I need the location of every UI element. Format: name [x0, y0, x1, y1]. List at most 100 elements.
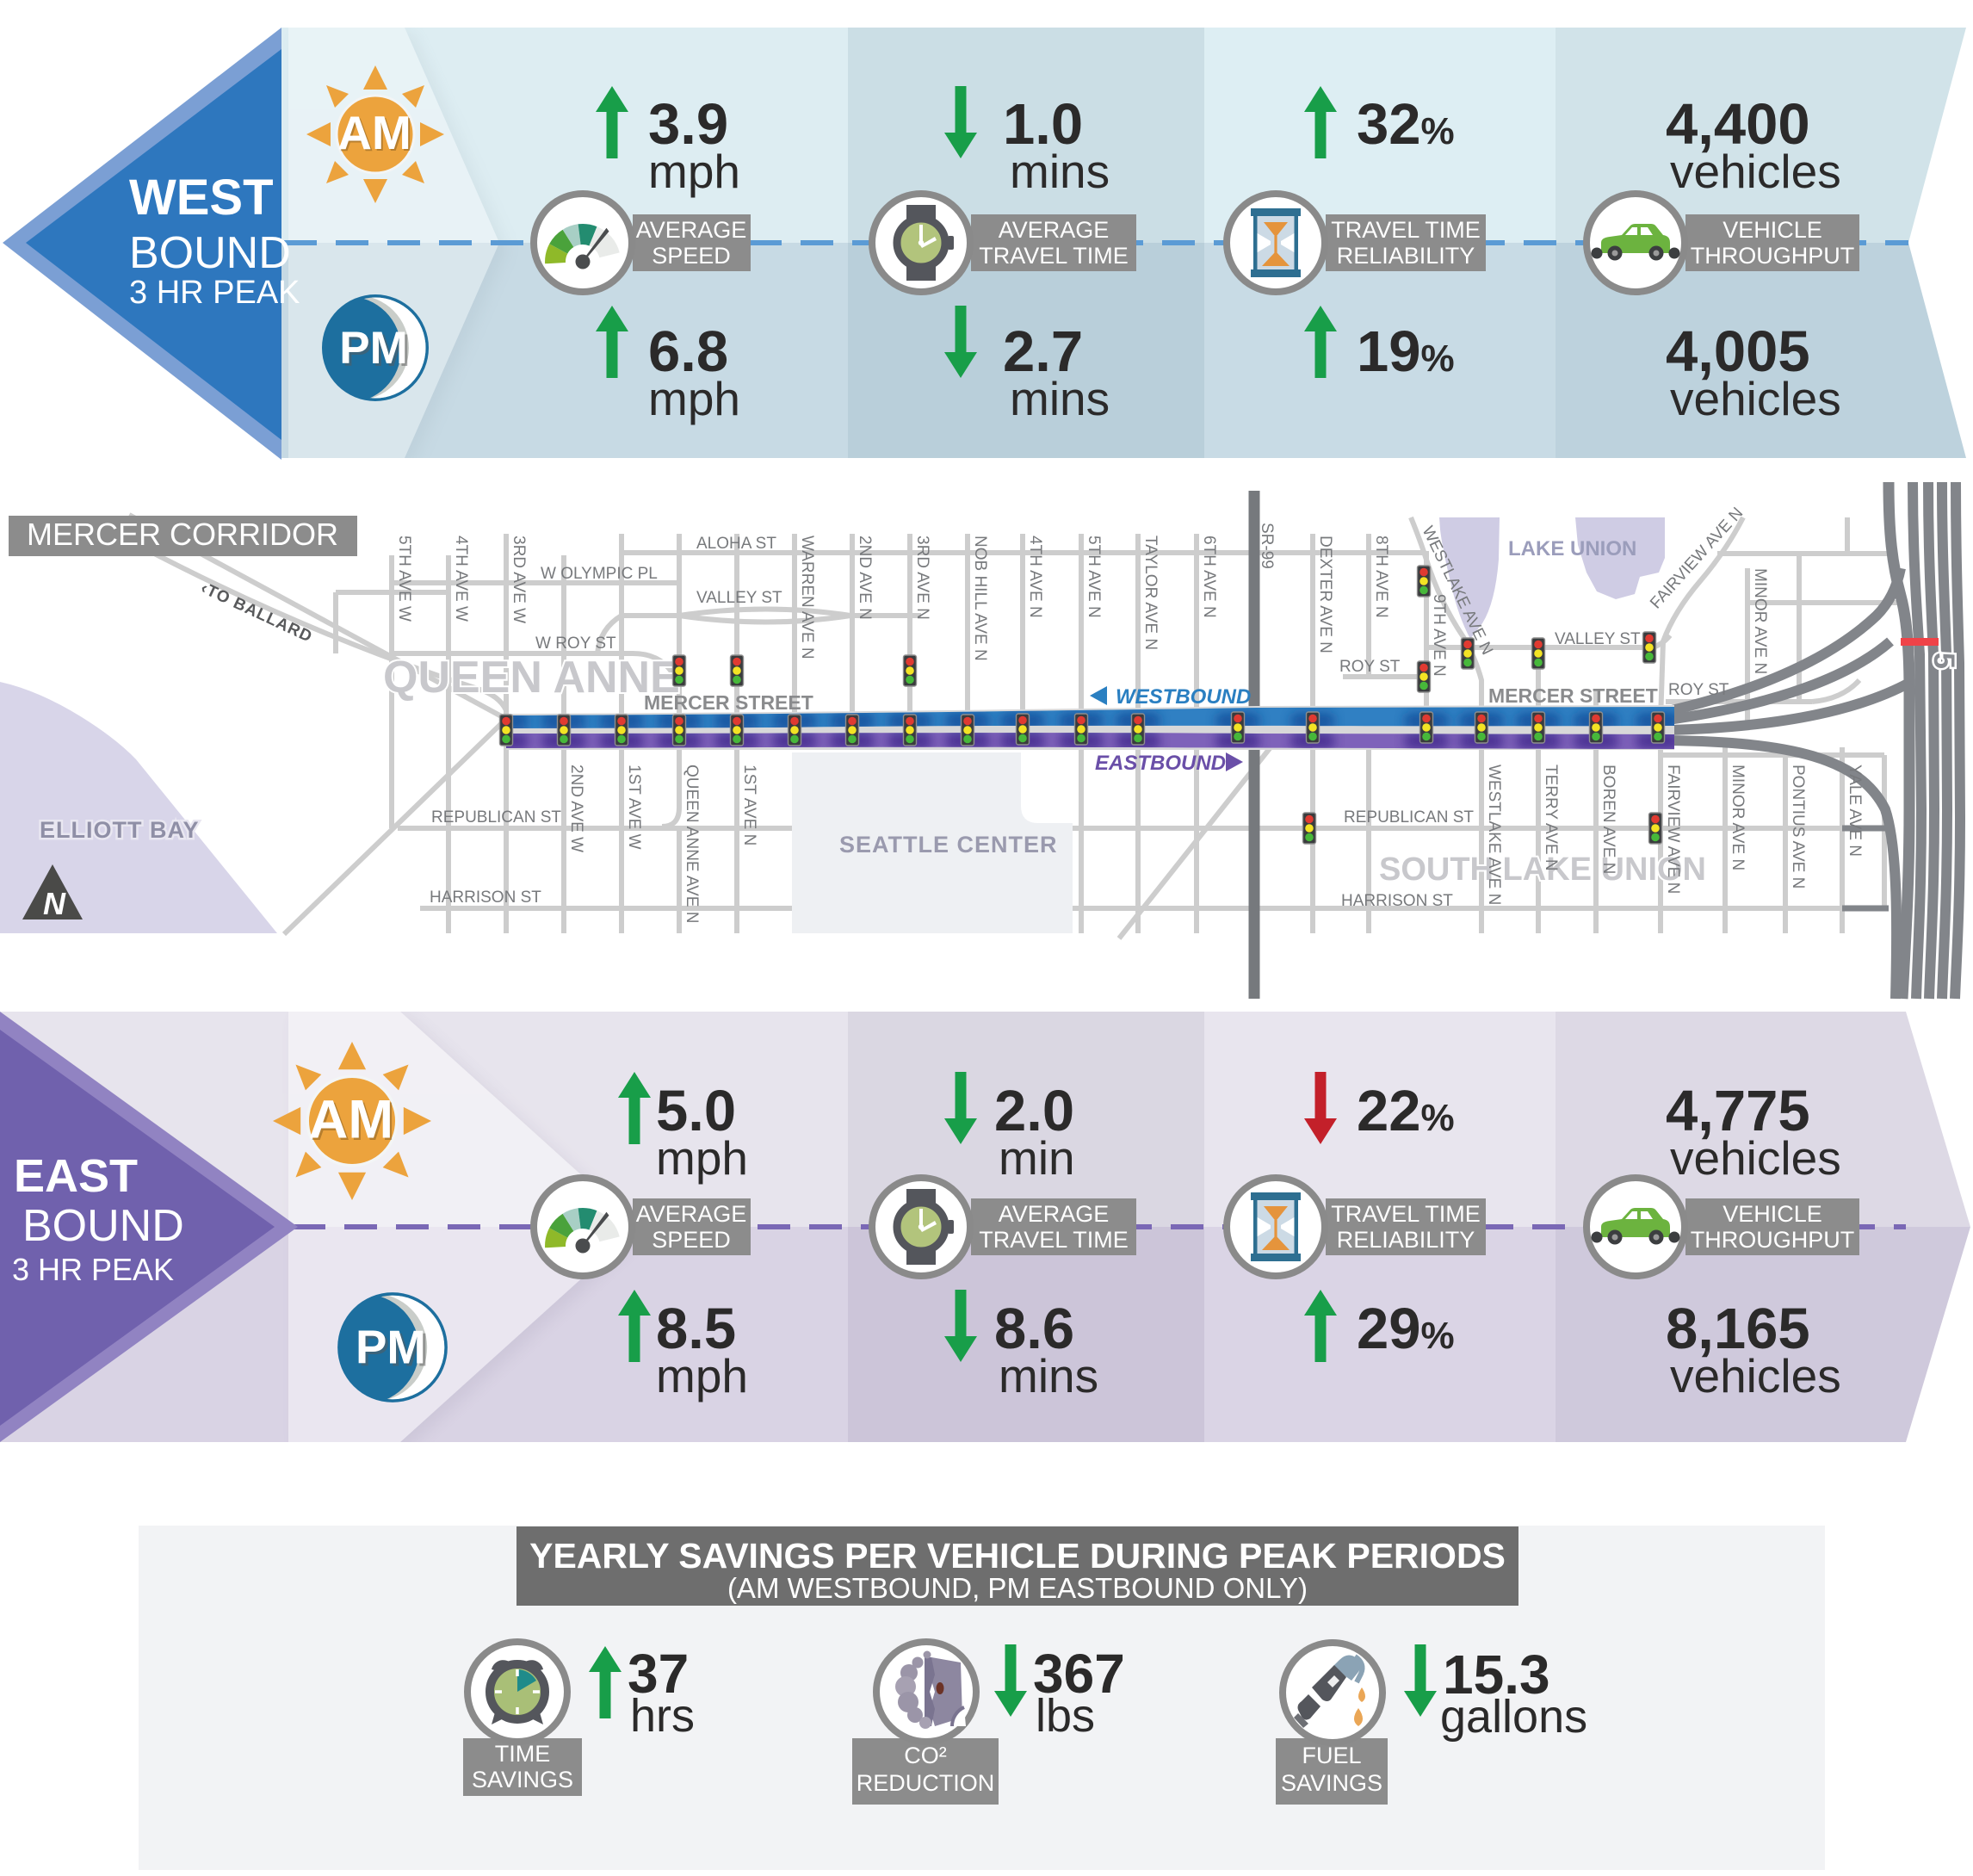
svg-text:ALOHA ST: ALOHA ST: [696, 535, 776, 553]
svg-text:8.6: 8.6: [994, 1297, 1074, 1361]
svg-text:3RD AVE W: 3RD AVE W: [510, 536, 528, 623]
svg-text:SAVINGS: SAVINGS: [472, 1767, 573, 1792]
svg-text:TRAVEL TIME: TRAVEL TIME: [1331, 1201, 1481, 1227]
svg-text:REDUCTION: REDUCTION: [857, 1770, 995, 1796]
svg-text:TRAVEL TIME: TRAVEL TIME: [979, 243, 1129, 269]
svg-text:6TH AVE N: 6TH AVE N: [1200, 536, 1218, 618]
svg-text:W ROY ST: W ROY ST: [535, 635, 616, 653]
svg-text:DEXTER AVE N: DEXTER AVE N: [1316, 536, 1334, 653]
svg-text:VALLEY ST: VALLEY ST: [696, 589, 782, 607]
svg-text:15.3: 15.3: [1443, 1644, 1550, 1706]
svg-text:vehicles: vehicles: [1670, 372, 1841, 425]
svg-text:MINOR AVE N: MINOR AVE N: [1751, 568, 1769, 674]
svg-text:VEHICLE: VEHICLE: [1723, 217, 1822, 243]
svg-text:8TH AVE N: 8TH AVE N: [1372, 536, 1390, 618]
svg-text:W OLYMPIC PL: W OLYMPIC PL: [541, 565, 658, 583]
svg-text:4TH AVE N: 4TH AVE N: [1026, 536, 1044, 618]
svg-text:RELIABILITY: RELIABILITY: [1337, 1227, 1475, 1253]
svg-text:vehicles: vehicles: [1670, 145, 1841, 198]
svg-text:YALE AVE N: YALE AVE N: [1846, 765, 1864, 857]
svg-text:TRAVEL TIME: TRAVEL TIME: [979, 1227, 1129, 1253]
svg-text:4,775: 4,775: [1666, 1079, 1810, 1143]
svg-text:WARREN AVE N: WARREN AVE N: [798, 536, 816, 659]
svg-text:EAST: EAST: [14, 1150, 138, 1202]
svg-text:TRAVEL TIME: TRAVEL TIME: [1331, 217, 1481, 243]
svg-text:N: N: [43, 886, 66, 921]
svg-text:YEARLY SAVINGS PER VEHICLE DUR: YEARLY SAVINGS PER VEHICLE DURING PEAK P…: [529, 1536, 1506, 1576]
svg-text:WESTLAKE AVE N: WESTLAKE AVE N: [1485, 765, 1503, 905]
svg-text:FUEL: FUEL: [1302, 1743, 1361, 1768]
svg-text:AVERAGE: AVERAGE: [636, 1201, 747, 1227]
svg-text:SAVINGS: SAVINGS: [1281, 1770, 1382, 1796]
svg-text:5.0: 5.0: [656, 1079, 736, 1143]
svg-text:LAKE UNION: LAKE UNION: [1508, 537, 1636, 560]
svg-text:ROY ST: ROY ST: [1339, 658, 1401, 676]
svg-text:37: 37: [628, 1643, 689, 1705]
svg-text:REPUBLICAN ST: REPUBLICAN ST: [1344, 808, 1474, 827]
svg-text:8.5: 8.5: [656, 1297, 736, 1361]
svg-text:1ST AVE W: 1ST AVE W: [625, 765, 643, 850]
svg-text:HARRISON ST: HARRISON ST: [1341, 892, 1453, 910]
svg-text:THROUGHPUT: THROUGHPUT: [1691, 1227, 1855, 1253]
svg-text:1ST AVE N: 1ST AVE N: [740, 765, 758, 845]
svg-text:4TH AVE W: 4TH AVE W: [452, 536, 470, 622]
svg-text:VEHICLE: VEHICLE: [1723, 1201, 1822, 1227]
svg-text:SOUTH LAKE UNION: SOUTH LAKE UNION: [1379, 851, 1706, 888]
svg-text:BOUND: BOUND: [22, 1201, 184, 1251]
svg-text:SR-99: SR-99: [1258, 523, 1276, 569]
svg-text:2.0: 2.0: [994, 1079, 1074, 1143]
svg-text:CO²: CO²: [904, 1743, 947, 1768]
svg-text:MERCER CORRIDOR: MERCER CORRIDOR: [27, 517, 338, 552]
svg-text:AVERAGE: AVERAGE: [999, 217, 1110, 243]
svg-text:2ND AVE W: 2ND AVE W: [567, 765, 585, 852]
svg-text:WEST: WEST: [129, 170, 274, 226]
svg-text:min: min: [999, 1131, 1075, 1185]
svg-text:PONTIUS AVE N: PONTIUS AVE N: [1789, 765, 1807, 888]
svg-text:FAIRVIEW AVE N: FAIRVIEW AVE N: [1664, 765, 1682, 894]
svg-text:hrs: hrs: [630, 1690, 695, 1742]
svg-text:TIME: TIME: [495, 1741, 551, 1767]
svg-text:EASTBOUND: EASTBOUND: [1095, 752, 1226, 775]
svg-text:3.9: 3.9: [648, 92, 728, 157]
svg-text:6.8: 6.8: [648, 319, 728, 384]
svg-text:mins: mins: [1010, 145, 1110, 198]
svg-text:WESTBOUND: WESTBOUND: [1116, 685, 1251, 709]
svg-text:5TH AVE W: 5TH AVE W: [395, 536, 413, 622]
svg-text:RELIABILITY: RELIABILITY: [1337, 243, 1475, 269]
svg-text:ELLIOTT BAY: ELLIOTT BAY: [40, 817, 200, 843]
svg-text:4,400: 4,400: [1666, 92, 1810, 157]
svg-text:HARRISON ST: HARRISON ST: [430, 888, 541, 907]
svg-text:3RD AVE N: 3RD AVE N: [913, 536, 931, 620]
svg-text:mph: mph: [656, 1349, 748, 1402]
svg-text:SEATTLE CENTER: SEATTLE CENTER: [839, 832, 1058, 858]
svg-text:QUEEN ANNE: QUEEN ANNE: [383, 653, 680, 703]
svg-text:mph: mph: [648, 372, 740, 425]
svg-text:SPEED: SPEED: [652, 243, 731, 269]
svg-text:‹TO BALLARD: ‹TO BALLARD: [198, 579, 315, 646]
svg-text:vehicles: vehicles: [1670, 1349, 1841, 1402]
svg-text:(AM WESTBOUND, PM EASTBOUND ON: (AM WESTBOUND, PM EASTBOUND ONLY): [727, 1572, 1308, 1604]
svg-text:lbs: lbs: [1036, 1690, 1095, 1742]
svg-text:vehicles: vehicles: [1670, 1131, 1841, 1185]
svg-text:mins: mins: [999, 1349, 1098, 1402]
svg-text:gallons: gallons: [1440, 1691, 1587, 1743]
svg-text:5TH AVE N: 5TH AVE N: [1085, 536, 1103, 618]
svg-text:9TH AVE N: 9TH AVE N: [1430, 594, 1448, 677]
svg-text:mph: mph: [656, 1131, 748, 1185]
svg-text:3 HR PEAK: 3 HR PEAK: [129, 275, 300, 311]
svg-text:MINOR AVE N: MINOR AVE N: [1729, 765, 1747, 870]
svg-text:AVERAGE: AVERAGE: [999, 1201, 1110, 1227]
svg-text:3 HR PEAK: 3 HR PEAK: [12, 1252, 174, 1287]
svg-text:2ND AVE N: 2ND AVE N: [856, 536, 874, 620]
svg-text:THROUGHPUT: THROUGHPUT: [1691, 243, 1855, 269]
svg-text:5: 5: [1927, 653, 1960, 669]
svg-text:32%: 32%: [1357, 92, 1455, 157]
svg-text:TAYLOR AVE N: TAYLOR AVE N: [1141, 536, 1160, 650]
svg-text:1.0: 1.0: [1003, 92, 1083, 157]
svg-text:NOB HILL AVE N: NOB HILL AVE N: [971, 536, 989, 661]
svg-text:mph: mph: [648, 145, 740, 198]
svg-text:367: 367: [1033, 1643, 1125, 1705]
svg-text:TERRY AVE N: TERRY AVE N: [1542, 765, 1560, 871]
svg-text:AVERAGE: AVERAGE: [636, 217, 747, 243]
svg-text:QUEEN ANNE AVE N: QUEEN ANNE AVE N: [683, 765, 701, 923]
